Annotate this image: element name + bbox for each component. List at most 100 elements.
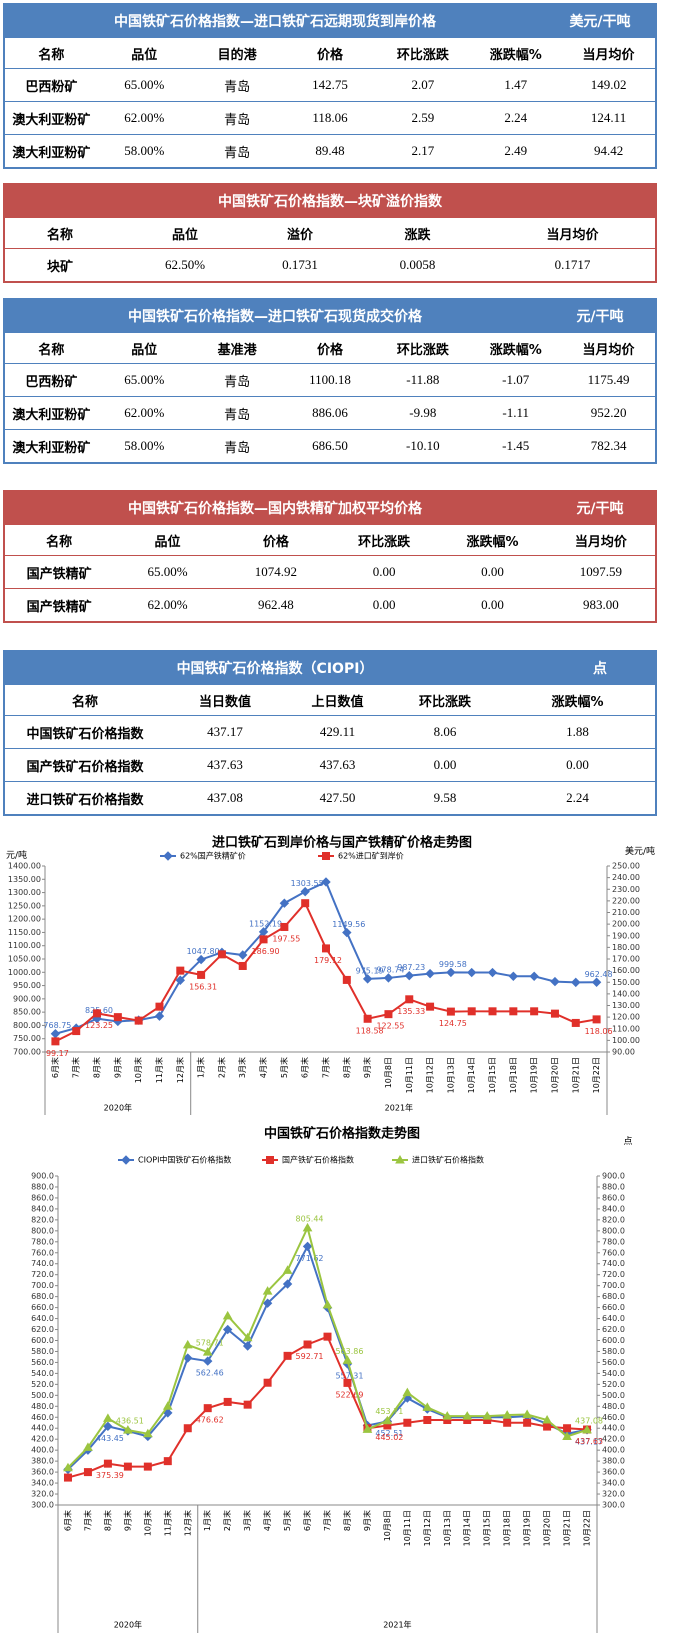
x-group-label: 2021年 xyxy=(385,1103,413,1113)
y2-tick-label: 720.0 xyxy=(602,1270,625,1279)
table-cell: -10.10 xyxy=(406,438,440,453)
table-header: 中国铁矿石价格指数—国内铁精矿加权平均价格 元/干吨 xyxy=(5,492,655,524)
column-header: 品位 xyxy=(171,227,198,243)
point-marker xyxy=(222,1324,233,1335)
point-marker xyxy=(300,886,310,897)
table-cell: 118.06 xyxy=(312,110,348,125)
table-cell: 65.00% xyxy=(124,372,165,387)
column-header: 当月均价 xyxy=(546,227,599,243)
column-header: 品位 xyxy=(131,47,158,63)
y-tick-label: 660.0 xyxy=(31,1303,54,1312)
data-label: 562.46 xyxy=(196,1369,224,1378)
row-name: 澳大利亚粉矿 xyxy=(12,407,91,423)
point-marker xyxy=(302,1241,313,1252)
data-label: 186.90 xyxy=(252,947,280,956)
point-marker xyxy=(488,1007,497,1016)
data-label: 522.69 xyxy=(335,1390,363,1399)
y2-tick-label: 760.0 xyxy=(602,1248,625,1257)
point-marker xyxy=(404,970,414,981)
x-tick-label: 10月18日 xyxy=(509,1057,518,1093)
y-tick-label: 850.00 xyxy=(13,1008,41,1017)
table-title: 中国铁矿石价格指数—块矿溢价指数 xyxy=(218,194,442,210)
y2-tick-label: 320.0 xyxy=(602,1490,625,1499)
data-label: 445.02 xyxy=(375,1433,403,1442)
column-header: 价格 xyxy=(262,534,289,550)
x-tick-label: 10月22日 xyxy=(583,1510,592,1546)
x-tick-label: 8月末 xyxy=(102,1510,112,1531)
y2-tick-label: 640.0 xyxy=(602,1314,625,1323)
table-cell: 2.24 xyxy=(504,110,528,125)
point-marker xyxy=(223,1397,232,1406)
data-label: 999.58 xyxy=(439,960,467,969)
x-tick-label: 10月13日 xyxy=(446,1057,455,1093)
point-marker xyxy=(50,1029,61,1039)
x-tick-label: 4月末 xyxy=(262,1510,272,1531)
table-cell: 1100.18 xyxy=(309,372,351,387)
table-cell: 0.1717 xyxy=(554,257,591,272)
table-cell: -1.45 xyxy=(502,438,530,453)
x-tick-label: 3月末 xyxy=(242,1510,252,1531)
row-name: 中国铁矿石价格指数 xyxy=(26,726,144,742)
table-row: 澳大利亚粉矿 58.00% 青岛 686.50 -10.10 -1.45 782.34 xyxy=(5,429,655,462)
y2-tick-label: 900.0 xyxy=(602,1172,625,1181)
point-marker xyxy=(238,961,247,970)
point-marker xyxy=(263,1378,272,1387)
table-row: 进口铁矿石价格指数 437.08 427.50 9.58 2.24 xyxy=(5,781,655,814)
column-header: 品位 xyxy=(131,342,158,358)
point-marker xyxy=(446,1007,455,1016)
table-panel: 中国铁矿石价格指数—国内铁精矿加权平均价格 元/干吨 名称 品位 价格 环比涨跌 涨跌幅% 当… xyxy=(3,490,657,623)
y-tick-label: 1400.00 xyxy=(8,862,41,871)
point-marker xyxy=(196,954,206,965)
y-tick-label: 900.0 xyxy=(31,1172,54,1181)
point-marker xyxy=(446,967,456,978)
column-header: 环比涨跌 xyxy=(396,47,449,63)
point-marker xyxy=(238,950,248,960)
table-cell: 437.63 xyxy=(207,757,243,772)
x-tick-label: 6月末 xyxy=(62,1510,72,1531)
point-marker xyxy=(242,1341,253,1351)
table-header: 中国铁矿石价格指数（CIOPI） 点 xyxy=(5,652,655,684)
data-label: 179.12 xyxy=(314,956,342,965)
column-header: 当月均价 xyxy=(582,47,635,63)
point-marker xyxy=(582,1424,592,1434)
table-cell: 青岛 xyxy=(224,111,251,127)
data-label: 118.06 xyxy=(585,1027,613,1036)
y2-tick-label: 860.0 xyxy=(602,1193,625,1202)
y2-tick-label: 580.0 xyxy=(602,1347,625,1356)
point-marker xyxy=(175,975,186,985)
x-tick-label: 9月末 xyxy=(122,1510,132,1531)
table-cell: 983.00 xyxy=(582,597,619,612)
y2-axis-label: 点 xyxy=(623,1136,632,1147)
row-name: 巴西粉矿 xyxy=(25,374,78,390)
point-marker xyxy=(423,1416,432,1425)
y-tick-label: 750.00 xyxy=(13,1034,41,1043)
y2-tick-label: 110.00 xyxy=(612,1024,640,1033)
table-cell: 1097.59 xyxy=(579,564,622,579)
y2-tick-label: 500.0 xyxy=(602,1391,625,1400)
column-header: 名称 xyxy=(38,47,65,63)
y-tick-label: 320.0 xyxy=(31,1490,54,1499)
y-tick-label: 560.0 xyxy=(31,1358,54,1367)
data-label: 453.71 xyxy=(375,1407,403,1416)
x-tick-label: 2月末 xyxy=(222,1510,232,1531)
point-marker xyxy=(280,922,289,931)
column-header: 上日数值 xyxy=(311,694,364,710)
table-row: 国产铁精矿 62.00% 962.48 0.00 0.00 983.00 xyxy=(5,588,655,621)
x-tick-label: 10月19日 xyxy=(523,1510,532,1546)
table-panel: 中国铁矿石价格指数—块矿溢价指数 名称 品位 溢价 涨跌 当月均价 块矿 62.50% 0.17… xyxy=(3,183,657,283)
y-tick-label: 840.0 xyxy=(31,1204,54,1213)
x-tick-label: 9月末 xyxy=(362,1057,372,1078)
y-axis-label: 元/吨 xyxy=(6,849,27,861)
y-tick-label: 540.0 xyxy=(31,1369,54,1378)
column-header: 涨跌幅% xyxy=(551,694,604,710)
table-cell: 886.06 xyxy=(312,405,348,420)
x-tick-label: 10月12日 xyxy=(426,1057,435,1093)
column-header-row: 名称 品位 基准港 价格 环比涨跌 涨跌幅% 当月均价 xyxy=(5,332,655,363)
point-marker xyxy=(321,877,331,887)
row-name: 澳大利亚粉矿 xyxy=(12,112,91,128)
x-tick-label: 10月14日 xyxy=(467,1057,476,1093)
y2-tick-label: 400.0 xyxy=(602,1446,625,1455)
x-tick-label: 10月8日 xyxy=(384,1057,393,1088)
column-header: 当月均价 xyxy=(582,342,635,358)
column-header: 涨跌幅% xyxy=(489,342,542,358)
